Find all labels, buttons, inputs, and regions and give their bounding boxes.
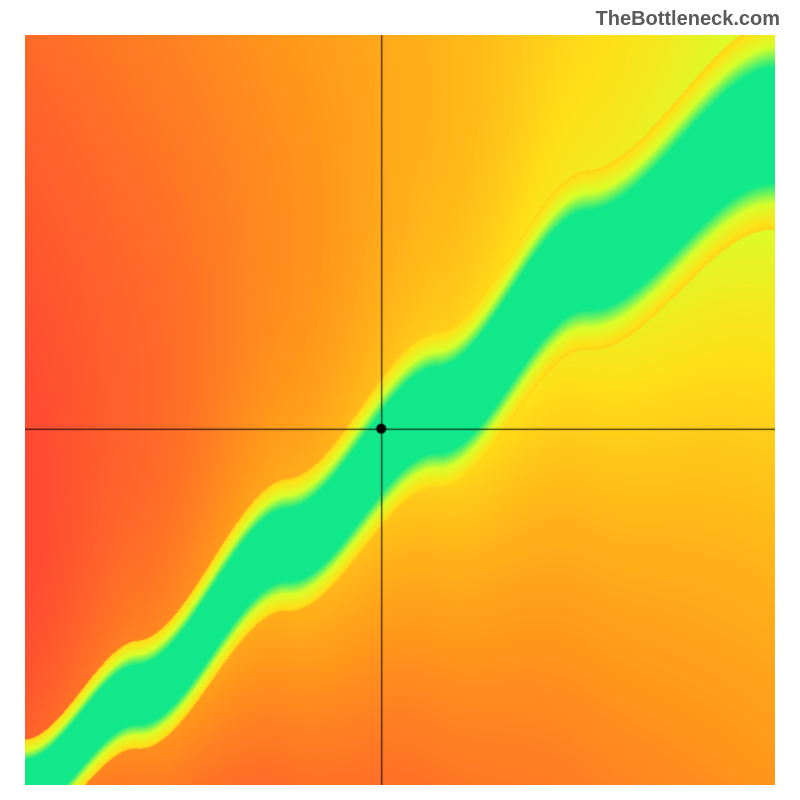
watermark-text: TheBottleneck.com — [596, 8, 780, 31]
heatmap-canvas — [25, 35, 775, 785]
heatmap-chart — [25, 35, 775, 785]
